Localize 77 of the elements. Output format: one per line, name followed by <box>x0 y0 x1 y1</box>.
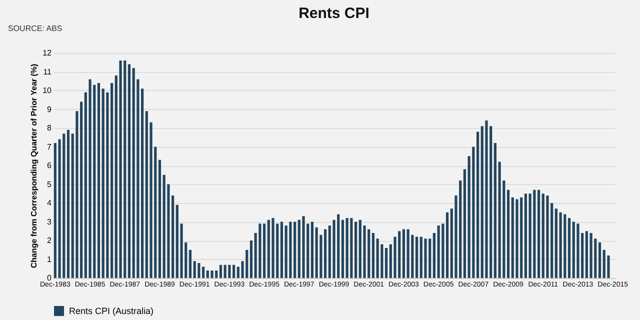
bar <box>402 229 406 278</box>
y-tick-label: 8 <box>47 124 52 132</box>
bar <box>376 238 379 278</box>
bar <box>97 83 100 278</box>
bar <box>568 218 571 278</box>
bar <box>432 233 436 278</box>
bar <box>546 196 549 278</box>
bar <box>494 143 496 278</box>
bar <box>128 64 131 278</box>
bar <box>119 60 122 278</box>
bar <box>485 120 488 278</box>
chart-title: Rents CPI <box>298 5 370 22</box>
y-tick-label: 1 <box>47 254 52 264</box>
bar <box>293 222 296 278</box>
bar <box>284 226 288 278</box>
bar <box>437 226 440 278</box>
bar <box>446 212 449 278</box>
bar <box>537 190 540 278</box>
bar <box>472 146 475 278</box>
bar <box>559 212 562 278</box>
bar <box>272 218 274 278</box>
bar <box>415 236 418 278</box>
bar <box>341 220 344 278</box>
bar <box>424 238 427 278</box>
bar <box>516 199 518 278</box>
bar <box>384 248 388 278</box>
y-tick-label: 10 <box>42 86 52 95</box>
bar <box>250 240 253 278</box>
bar <box>280 222 284 278</box>
bar <box>228 264 231 278</box>
y-tick-label: 12 <box>42 48 52 58</box>
bar <box>88 79 92 278</box>
bar <box>210 270 214 278</box>
bar <box>598 242 602 278</box>
y-tick-label: 0 <box>47 274 52 282</box>
bar <box>324 229 327 278</box>
y-tick-label: 11 <box>43 67 52 76</box>
bar <box>310 222 314 278</box>
bar <box>219 264 222 278</box>
y-tick-label: 3 <box>47 217 52 226</box>
bar <box>258 224 262 278</box>
bar <box>224 264 226 278</box>
bar <box>172 196 174 278</box>
bar <box>372 233 375 278</box>
bar <box>350 218 353 278</box>
bar <box>442 224 444 278</box>
bar <box>232 264 236 278</box>
y-axis-title: Change from Corresponding Quarter of Prior Year (%) <box>30 64 39 268</box>
y-tick-label: 7 <box>47 142 52 152</box>
bar <box>202 266 205 278</box>
source-note: SOURCE: ABS <box>8 24 62 33</box>
y-tick-label: 9 <box>47 104 52 114</box>
bar <box>289 222 292 278</box>
bar <box>576 224 580 278</box>
bar <box>158 160 162 278</box>
y-tick-label: 2 <box>47 236 52 245</box>
bar <box>528 194 532 278</box>
bar <box>162 174 166 278</box>
bar <box>346 218 348 278</box>
y-tick-label: 5 <box>47 180 52 189</box>
bar <box>262 224 266 278</box>
bar <box>590 233 592 278</box>
bar <box>506 190 510 278</box>
bar <box>66 130 70 278</box>
bar <box>198 263 200 278</box>
bar <box>188 250 192 278</box>
bar <box>302 216 305 278</box>
bar <box>476 132 480 278</box>
bar <box>193 261 196 278</box>
y-tick-label: 6 <box>47 161 52 170</box>
bar <box>354 222 358 278</box>
bar <box>406 229 410 278</box>
y-tick-label: 4 <box>47 198 52 208</box>
legend-label: Rents CPI (Australia) <box>69 306 154 316</box>
bar <box>498 162 501 278</box>
bar <box>463 169 466 278</box>
bar <box>315 227 318 278</box>
